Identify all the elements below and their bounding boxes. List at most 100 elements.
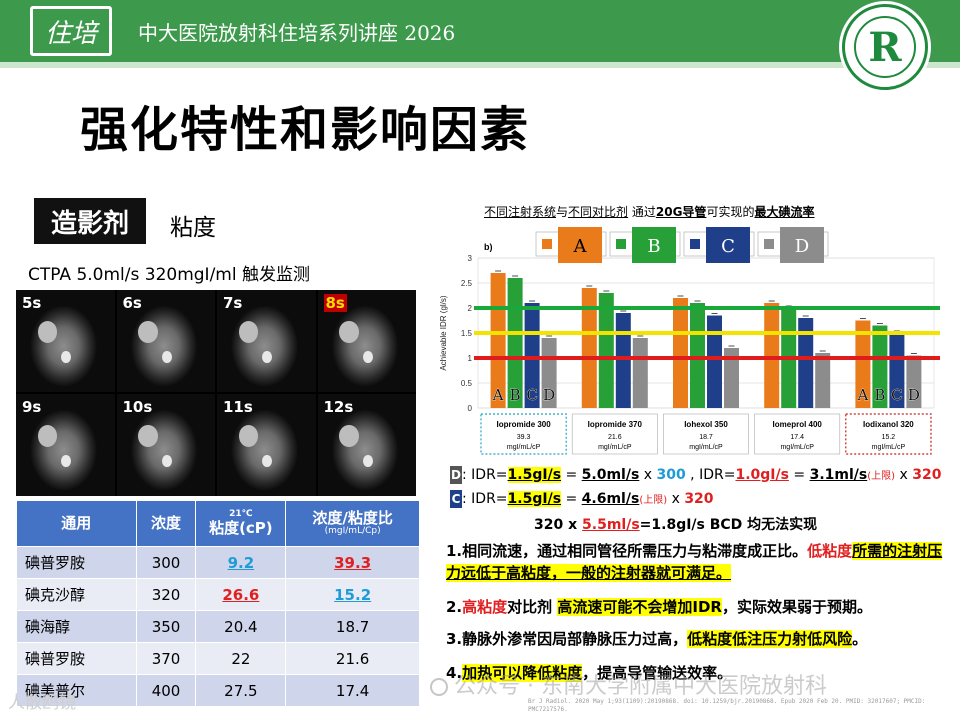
chart-title-part: 不同注射系统 [484,205,557,219]
radiology-badge-logo: R [842,4,928,90]
formula-text: x [667,491,685,507]
visc-temp: 21℃ [229,509,253,520]
bar-c [798,318,814,408]
formula-limit: (上限) [639,495,668,506]
col-header-conc: 浓度 [135,500,197,547]
cell-name: 碘普罗胺 [16,546,137,579]
contrast-table: 通用 浓度 21℃ 粘度(cP) 浓度/粘度比 (mgI/mL/Cp) 碘普罗胺 3… [16,500,420,707]
formula-value: 5.0ml/s [581,467,640,483]
category-unit: mgI/mL/cP [780,444,814,451]
note-text: 1.相同流速，通过相同管径所需压力与粘滞度成正比。 [446,542,808,560]
legend-tile [706,227,750,263]
ct-frame-label: 6s [122,294,142,312]
category-box [571,413,658,455]
cell-conc: 370 [135,642,197,675]
category-unit: mgI/mL/cP [598,444,632,451]
category-sublabel: 15.2 [882,434,896,441]
ct-image-grid: 5s 6s 7s 8s 9s 10s 11s 12s [16,290,416,496]
watermark-right-text: 公众号 · 东南大学附属中大医院放射科 [454,674,827,699]
note-4: 4.加热可以降低粘度，提高导管输送效率。 [446,662,952,684]
table-row: 碘美普尔 400 27.5 17.4 [16,674,420,707]
wechat-icon [430,678,448,696]
table-header-row: 通用 浓度 21℃ 粘度(cP) 浓度/粘度比 (mgI/mL/Cp) [16,500,420,547]
visc-label: 粘度(cP) [209,519,273,538]
table-row: 碘克沙醇 320 26.6 15.2 [16,578,420,611]
chart-title-part: 不同对比剂 [568,205,629,219]
header-stripe [0,62,960,68]
cell-visc: 26.6 [195,578,287,611]
bar-a [764,303,780,408]
ct-frame: 10s [116,394,215,496]
formula-text: , IDR= [685,467,736,483]
note-text: 。 [852,630,868,648]
section-tag: 造影剂 [34,198,146,244]
formula-value: 3.1ml/s [809,467,868,483]
cell-ratio: 18.7 [285,610,420,643]
ratio-label: 浓度/粘度比 [312,509,393,528]
formula-limit: (上限) [867,471,896,482]
legend-tile [780,227,824,263]
residency-logo: 住培 [30,6,112,56]
cell-name: 碘美普尔 [16,674,137,707]
bar-d [815,353,831,408]
formula-text: : IDR= [462,491,508,507]
y-tick-label: 0 [468,404,473,413]
legend-swatch [690,239,700,249]
bar-d [541,338,557,408]
category-sublabel: 39.3 [517,434,531,441]
note-highlight: 低粘度低注压力射低风险 [687,630,853,648]
category-box [663,413,749,455]
chart-title-part: 最大碘流率 [754,205,815,219]
note-text: 2. [446,598,463,616]
ct-frame: 6s [116,290,215,392]
category-box [480,413,567,455]
formula-line-c: C: IDR=1.5gI/s = 4.6ml/s(上限) x 320 [450,490,714,508]
note-text: 3.静脉外渗常因局部静脉压力过高， [446,630,688,648]
y-tick-label: 3 [468,254,473,263]
ct-frame-label: 7s [223,294,243,312]
formula-text: x [639,467,657,483]
bar-c [707,315,722,408]
col-header-name: 通用 [16,500,137,547]
legend-swatch [542,239,552,249]
formula-value: 1.5gI/s [507,491,562,507]
note-3: 3.静脉外渗常因局部静脉压力过高，低粘度低注压力射低风险。 [446,628,952,650]
cell-ratio: 39.3 [285,546,420,579]
cell-conc: 350 [135,610,197,643]
y-tick-label: 1 [468,354,473,363]
cell-conc: 400 [135,674,197,707]
cell-visc: 22 [195,642,287,675]
formula-value: 5.5ml/s [582,517,640,533]
ct-frame: 8s [317,290,416,392]
cell-ratio: 21.6 [285,642,420,675]
ct-frame-label-highlight: 8s [323,294,347,312]
ct-frame-label: 10s [122,398,153,416]
ct-frame: 12s [317,394,416,496]
formula-text: = [788,467,810,483]
legend-label: B [647,236,660,257]
legend-tile [632,227,676,263]
visc-value: 26.6 [222,585,260,604]
legend-label: D [795,236,809,257]
bar-b [690,303,705,408]
note-emphasis: 高粘度 [462,598,508,616]
ct-frame: 7s [217,290,316,392]
note-text: ，实际效果弱于预期。 [721,598,872,616]
x-tick-label: Iopromide 370 [588,420,643,429]
category-sublabel: 17.4 [790,434,804,441]
formula-value: 300 [656,467,686,483]
formula-line-d: D: IDR=1.5gI/s = 5.0ml/s x 300 , IDR=1.0… [450,466,941,484]
formula-value: 1.0gI/s [735,467,789,483]
watermark-left-text: 人散鸥镜 [8,693,76,713]
ct-frame: 5s [16,290,115,392]
formula-text: = [561,491,582,507]
chart-title-part: 20G导管 [655,205,707,219]
formula-value: 1.5gI/s [507,467,562,483]
category-box [845,413,932,455]
cell-name: 碘普罗胺 [16,642,137,675]
ct-frame-label: 5s [22,294,42,312]
injector-chip-d: D [450,466,462,484]
note-highlight: 加热可以降低粘度 [462,664,583,682]
legend-swatch [764,239,774,249]
